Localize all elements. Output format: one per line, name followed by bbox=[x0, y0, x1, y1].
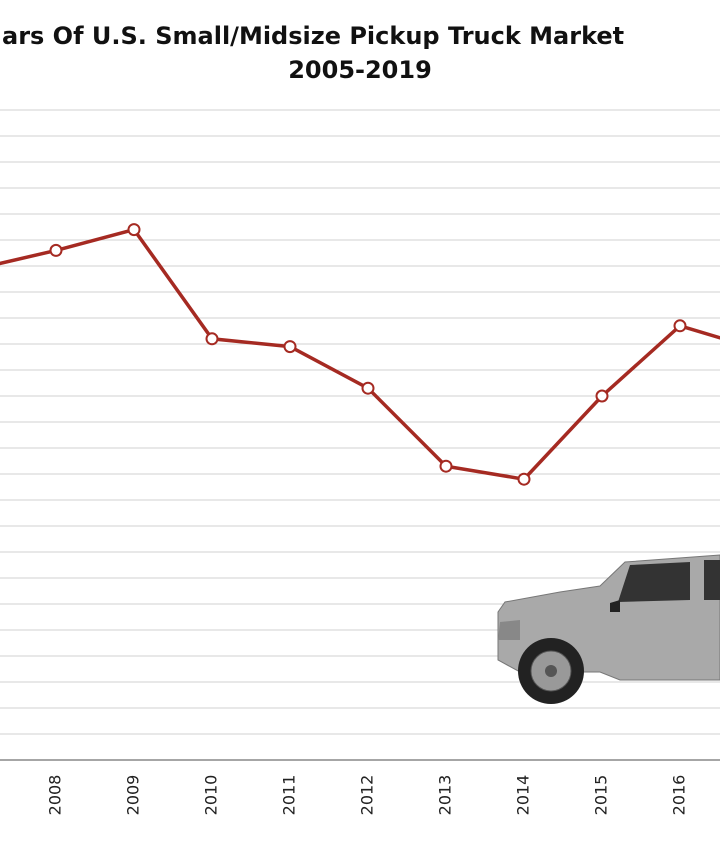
x-tick-label: 2014 bbox=[514, 775, 533, 816]
point bbox=[439, 459, 453, 473]
point bbox=[673, 319, 687, 333]
point bbox=[361, 381, 375, 395]
point bbox=[283, 340, 297, 354]
x-tick-label: 2009 bbox=[124, 775, 143, 816]
point bbox=[595, 389, 609, 403]
chart-subtitle: 2005-2019 bbox=[288, 56, 432, 84]
x-tick-label: 2016 bbox=[670, 775, 689, 816]
point bbox=[49, 243, 63, 257]
x-tick-label: 2012 bbox=[358, 775, 377, 816]
x-tick-label: 2013 bbox=[436, 775, 455, 816]
x-tick-label: 2008 bbox=[46, 775, 65, 816]
chart-title: ars Of U.S. Small/Midsize Pickup Truck M… bbox=[2, 22, 624, 50]
point bbox=[205, 332, 219, 346]
x-tick-label: 2010 bbox=[202, 775, 221, 816]
x-tick-label: 2015 bbox=[592, 775, 611, 816]
point bbox=[127, 223, 141, 237]
truck-image bbox=[497, 554, 720, 704]
line bbox=[0, 227, 720, 482]
x-tick-label: 2011 bbox=[280, 775, 299, 816]
point bbox=[517, 472, 531, 486]
